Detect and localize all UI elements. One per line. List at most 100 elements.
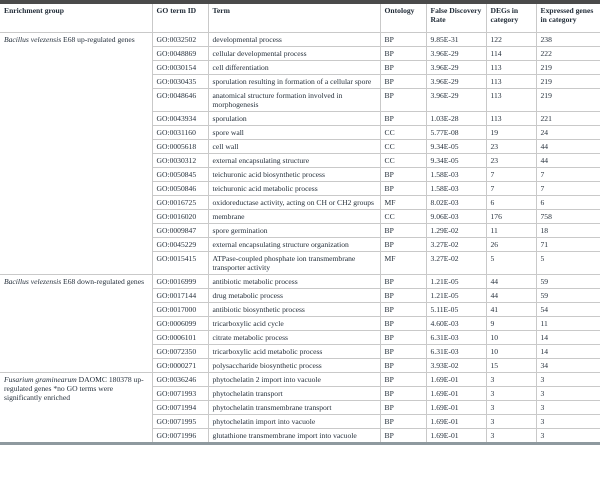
ontology-cell: BP — [379, 386, 426, 401]
false-discovery-rate-cell: 1.03E-28 — [425, 111, 486, 126]
table-row: GO:0000271 polysaccharide biosynthetic pr… — [0, 358, 600, 373]
ontology-cell: BP — [379, 288, 426, 303]
term-cell: spore germination — [207, 223, 380, 238]
degs-in-category-cell: 9 — [485, 316, 536, 331]
degs-in-category-cell: 122 — [485, 32, 536, 47]
term-cell: polysaccharide biosynthetic process — [207, 358, 380, 373]
table-header: Enrichment group GO term ID Term Ontolog… — [0, 2, 600, 33]
expressed-genes-cell: 3 — [535, 372, 600, 387]
ontology-cell: CC — [379, 209, 426, 224]
false-discovery-rate-cell: 3.96E-29 — [425, 60, 486, 75]
degs-in-category-cell: 44 — [485, 288, 536, 303]
term-cell: phytochelatin transmembrane transport — [207, 400, 380, 415]
term-cell: oxidoreductase activity, acting on CH or… — [207, 195, 380, 210]
go-enrichment-table-wrap: Enrichment group GO term ID Term Ontolog… — [0, 0, 600, 445]
table-row: GO:0043934 sporulation BP 1.03E-28 113 221 — [0, 111, 600, 126]
expressed-genes-cell: 54 — [535, 302, 600, 317]
ontology-cell: BP — [379, 358, 426, 373]
degs-in-category-cell: 10 — [485, 330, 536, 345]
expressed-genes-cell: 219 — [535, 74, 600, 89]
ontology-cell: BP — [379, 88, 426, 112]
go-term-id-cell: GO:0016999 — [151, 274, 208, 289]
false-discovery-rate-cell: 3.96E-29 — [425, 74, 486, 89]
term-cell: cell differentiation — [207, 60, 380, 75]
expressed-genes-cell: 7 — [535, 167, 600, 182]
ontology-cell: BP — [379, 316, 426, 331]
ontology-cell: MF — [379, 195, 426, 210]
go-term-id-cell: GO:0006101 — [151, 330, 208, 345]
header-row: Enrichment group GO term ID Term Ontolog… — [0, 2, 600, 33]
table-row: GO:0005618 cell wall CC 9.34E-05 23 44 — [0, 139, 600, 154]
expressed-genes-cell: 7 — [535, 181, 600, 196]
ontology-cell: BP — [379, 414, 426, 429]
false-discovery-rate-cell: 3.96E-29 — [425, 88, 486, 112]
species-name: Bacillus velezensis — [4, 277, 62, 286]
false-discovery-rate-cell: 9.34E-05 — [425, 139, 486, 154]
table-row: GO:0017144 drug metabolic process BP 1.21E-… — [0, 288, 600, 303]
group-label-rest: E68 up-regulated genes — [61, 35, 135, 44]
expressed-genes-cell: 59 — [535, 274, 600, 289]
go-enrichment-table: Enrichment group GO term ID Term Ontolog… — [0, 0, 600, 445]
go-term-id-cell: GO:0036246 — [151, 372, 208, 387]
degs-in-category-cell: 113 — [485, 88, 536, 112]
term-cell: external encapsulating structure organiz… — [207, 237, 380, 252]
ontology-cell: CC — [379, 125, 426, 140]
table-row: GO:0030154 cell differentiation BP 3.96E-29… — [0, 60, 600, 75]
expressed-genes-cell: 24 — [535, 125, 600, 140]
table-row: GO:0048646 anatomical structure formation… — [0, 88, 600, 112]
degs-in-category-cell: 3 — [485, 428, 536, 444]
go-term-id-cell: GO:0071993 — [151, 386, 208, 401]
false-discovery-rate-cell: 1.29E-02 — [425, 223, 486, 238]
ontology-cell: BP — [379, 344, 426, 359]
term-cell: drug metabolic process — [207, 288, 380, 303]
ontology-cell: BP — [379, 223, 426, 238]
degs-in-category-cell: 113 — [485, 60, 536, 75]
go-term-id-cell: GO:0030435 — [151, 74, 208, 89]
go-term-id-cell: GO:0017000 — [151, 302, 208, 317]
ontology-cell: CC — [379, 153, 426, 168]
expressed-genes-cell: 14 — [535, 344, 600, 359]
degs-in-category-cell: 6 — [485, 195, 536, 210]
expressed-genes-cell: 219 — [535, 88, 600, 112]
table-row: GO:0009847 spore germination BP 1.29E-02 11 1… — [0, 223, 600, 238]
ontology-cell: BP — [379, 372, 426, 387]
go-term-id-cell: GO:0005618 — [151, 139, 208, 154]
expressed-genes-cell: 3 — [535, 400, 600, 415]
table-row: GO:0071996 glutathione transmembrane impo… — [0, 428, 600, 444]
false-discovery-rate-cell: 3.93E-02 — [425, 358, 486, 373]
expressed-genes-cell: 758 — [535, 209, 600, 224]
table-row: GO:0015415 ATPase-coupled phosphate ion t… — [0, 251, 600, 275]
header-expressed-genes-in-category: Expressed genes in category — [535, 2, 600, 33]
false-discovery-rate-cell: 5.11E-05 — [425, 302, 486, 317]
go-term-id-cell: GO:0048646 — [151, 88, 208, 112]
term-cell: phytochelatin import into vacuole — [207, 414, 380, 429]
degs-in-category-cell: 5 — [485, 251, 536, 275]
false-discovery-rate-cell: 4.60E-03 — [425, 316, 486, 331]
table-row: Bacillus velezensis E68 down-regulated g… — [0, 274, 600, 373]
go-term-id-cell: GO:0050846 — [151, 181, 208, 196]
go-term-id-cell: GO:0030312 — [151, 153, 208, 168]
false-discovery-rate-cell: 1.69E-01 — [425, 428, 486, 444]
false-discovery-rate-cell: 1.58E-03 — [425, 167, 486, 182]
false-discovery-rate-cell: 3.96E-29 — [425, 46, 486, 61]
table-row: GO:0017000 antibiotic biosynthetic proces… — [0, 302, 600, 317]
degs-in-category-cell: 113 — [485, 111, 536, 126]
degs-in-category-cell: 11 — [485, 223, 536, 238]
ontology-cell: BP — [379, 74, 426, 89]
species-name: Fusarium graminearum — [4, 375, 77, 384]
term-cell: external encapsulating structure — [207, 153, 380, 168]
go-term-id-cell: GO:0017144 — [151, 288, 208, 303]
term-cell: sporulation — [207, 111, 380, 126]
degs-in-category-cell: 44 — [485, 274, 536, 289]
term-cell: teichuronic acid metabolic process — [207, 181, 380, 196]
false-discovery-rate-cell: 9.34E-05 — [425, 153, 486, 168]
degs-in-category-cell: 3 — [485, 414, 536, 429]
go-term-id-cell: GO:0009847 — [151, 223, 208, 238]
table-row: Fusarium graminearum DAOMC 180378 up-reg… — [0, 372, 600, 444]
expressed-genes-cell: 3 — [535, 414, 600, 429]
false-discovery-rate-cell: 9.85E-31 — [425, 32, 486, 47]
expressed-genes-cell: 219 — [535, 60, 600, 75]
enrichment-group-cell: Fusarium graminearum DAOMC 180378 up-reg… — [0, 372, 152, 444]
degs-in-category-cell: 15 — [485, 358, 536, 373]
expressed-genes-cell: 3 — [535, 386, 600, 401]
